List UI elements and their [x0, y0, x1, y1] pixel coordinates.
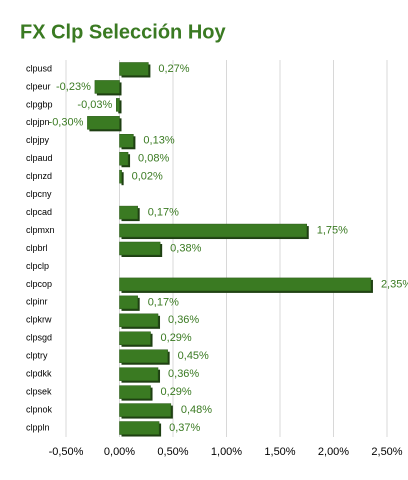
y-tick-label: clpsek: [26, 386, 52, 396]
value-label: 0,38%: [170, 242, 201, 254]
x-tick-label: 0,00%: [104, 446, 135, 458]
value-label: 0,17%: [148, 296, 179, 308]
bar: [94, 80, 120, 94]
y-tick-label: clpjpy: [26, 135, 50, 145]
bar: [119, 223, 307, 238]
bar-shadow: [118, 100, 122, 114]
value-label: 0,13%: [143, 135, 174, 147]
value-label: -0,23%: [56, 81, 91, 93]
bar: [119, 331, 151, 346]
bar: [119, 367, 159, 381]
bar: [119, 134, 134, 148]
y-tick-label: clpnzd: [26, 171, 52, 181]
y-tick-label: clpcny: [26, 189, 52, 199]
bar: [119, 403, 172, 417]
value-label: 0,08%: [138, 153, 169, 165]
bar: [119, 349, 168, 363]
y-tick-label: clpcad: [26, 207, 52, 217]
x-tick-label: 1,50%: [264, 446, 295, 458]
bar: [119, 151, 129, 166]
bar: [119, 295, 138, 310]
y-tick-label: clpsgd: [26, 333, 52, 343]
chart-title: FX Clp Selección Hoy: [20, 21, 226, 43]
value-label: 0,36%: [168, 314, 199, 326]
y-tick-label: clpmxn: [26, 225, 55, 235]
value-label: 0,48%: [181, 404, 212, 416]
bar-shadow: [121, 172, 124, 186]
bar: [119, 205, 138, 220]
y-tick-label: clpinr: [26, 297, 48, 307]
bar: [119, 421, 160, 435]
value-label: 0,17%: [148, 207, 179, 219]
y-tick-label: clpgbp: [26, 99, 53, 109]
value-label: -0,03%: [77, 99, 112, 111]
bar: [119, 385, 151, 399]
y-tick-label: clpbrl: [26, 243, 48, 253]
y-tick-label: clptry: [26, 351, 48, 361]
value-label: -0,30%: [49, 117, 84, 129]
x-tick-label: 0,50%: [157, 446, 188, 458]
bar: [87, 116, 120, 130]
value-label: 0,37%: [169, 422, 200, 434]
bar: [119, 241, 161, 256]
bar: [116, 98, 120, 112]
value-label: 0,02%: [132, 171, 163, 183]
y-tick-label: clpkrw: [26, 315, 52, 325]
y-tick-label: clpclp: [26, 261, 49, 271]
value-label: 0,36%: [168, 368, 199, 380]
value-label: 2,35%: [381, 278, 408, 290]
value-label: 0,29%: [161, 386, 192, 398]
y-tick-label: clppln: [26, 422, 50, 432]
x-tick-label: -0,50%: [49, 446, 84, 458]
value-label: 0,27%: [158, 63, 189, 75]
x-tick-label: 2,50%: [371, 446, 402, 458]
x-tick-label: 2,00%: [318, 446, 349, 458]
value-label: 1,75%: [317, 224, 348, 236]
bar: [119, 313, 159, 328]
y-tick-label: clpnok: [26, 404, 53, 414]
value-label: 0,45%: [178, 350, 209, 362]
x-tick-label: 1,00%: [211, 446, 242, 458]
y-tick-label: clpcop: [26, 279, 52, 289]
y-tick-label: clpusd: [26, 63, 52, 73]
y-tick-label: clpdkk: [26, 369, 52, 379]
y-tick-label: clpaud: [26, 153, 53, 163]
bar: [119, 169, 122, 184]
bar: [119, 277, 372, 292]
bar: [119, 62, 149, 76]
value-label: 0,29%: [161, 332, 192, 344]
y-tick-label: clpeur: [26, 81, 51, 91]
y-tick-label: clpjpn: [26, 117, 50, 127]
